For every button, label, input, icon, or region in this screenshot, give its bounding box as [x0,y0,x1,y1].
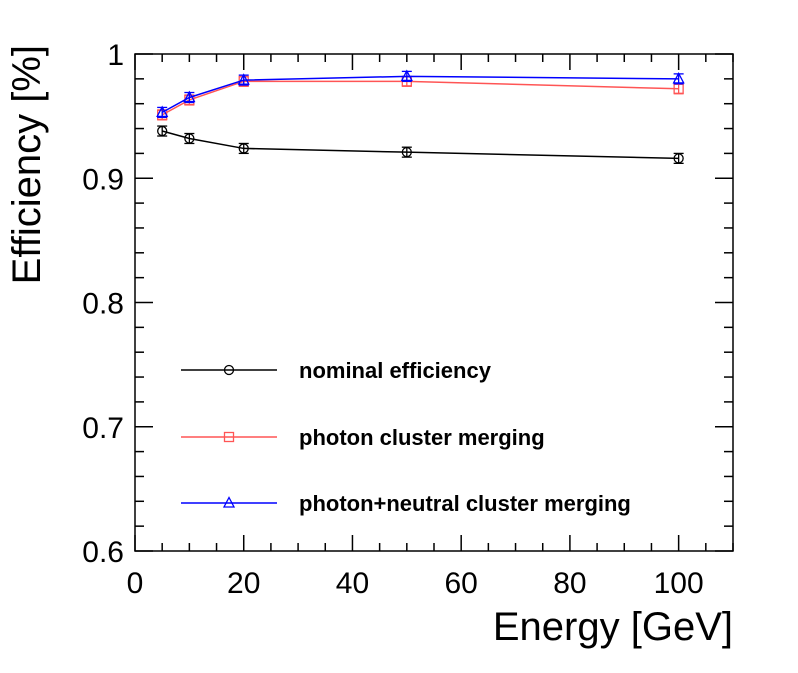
data-point [401,147,412,158]
y-tick-label: 1 [107,39,124,72]
legend-label: photon cluster merging [299,425,545,450]
data-point [238,143,249,154]
legend-entry-2: photon cluster merging [181,425,545,450]
legend-entry-3: photon+neutral cluster merging [181,491,631,516]
data-point [157,125,168,137]
data-point [672,71,685,84]
data-point [237,73,250,85]
x-axis-title: Energy [GeV] [493,605,733,649]
legend-entry-1: nominal efficiency [181,358,492,383]
legend: nominal efficiency photon cluster merging… [181,358,631,516]
data-point [183,90,196,103]
data-point [400,69,413,82]
series-1 [157,125,684,164]
y-tick-label: 0.8 [82,288,124,321]
y-tick-label: 0.9 [82,163,124,196]
y-tick-label: 0.7 [82,412,124,445]
x-tick-label: 0 [127,567,144,600]
x-tick-label: 60 [444,567,477,600]
data-point [184,133,195,144]
x-tick-label: 80 [553,567,586,600]
legend-marker [223,431,235,443]
series-line [161,130,679,160]
axis-ticks [134,53,734,552]
x-tick-label: 100 [654,567,704,600]
y-axis-title: Efficiency [%] [5,45,49,284]
tick-labels: 0 20 40 60 80 100 0.6 0.7 0.8 0.9 1 [82,39,703,600]
legend-label: photon+neutral cluster merging [299,491,631,516]
legend-marker [222,496,236,508]
data-series [156,69,685,164]
x-tick-label: 40 [336,567,369,600]
data-point [156,105,169,118]
series-3 [156,69,685,119]
x-tick-label: 20 [227,567,260,600]
plot-frame [134,53,734,552]
plot-border [134,53,734,552]
y-tick-label: 0.6 [82,536,124,569]
legend-label: nominal efficiency [299,358,492,383]
legend-marker [223,364,235,376]
data-point [673,153,684,164]
